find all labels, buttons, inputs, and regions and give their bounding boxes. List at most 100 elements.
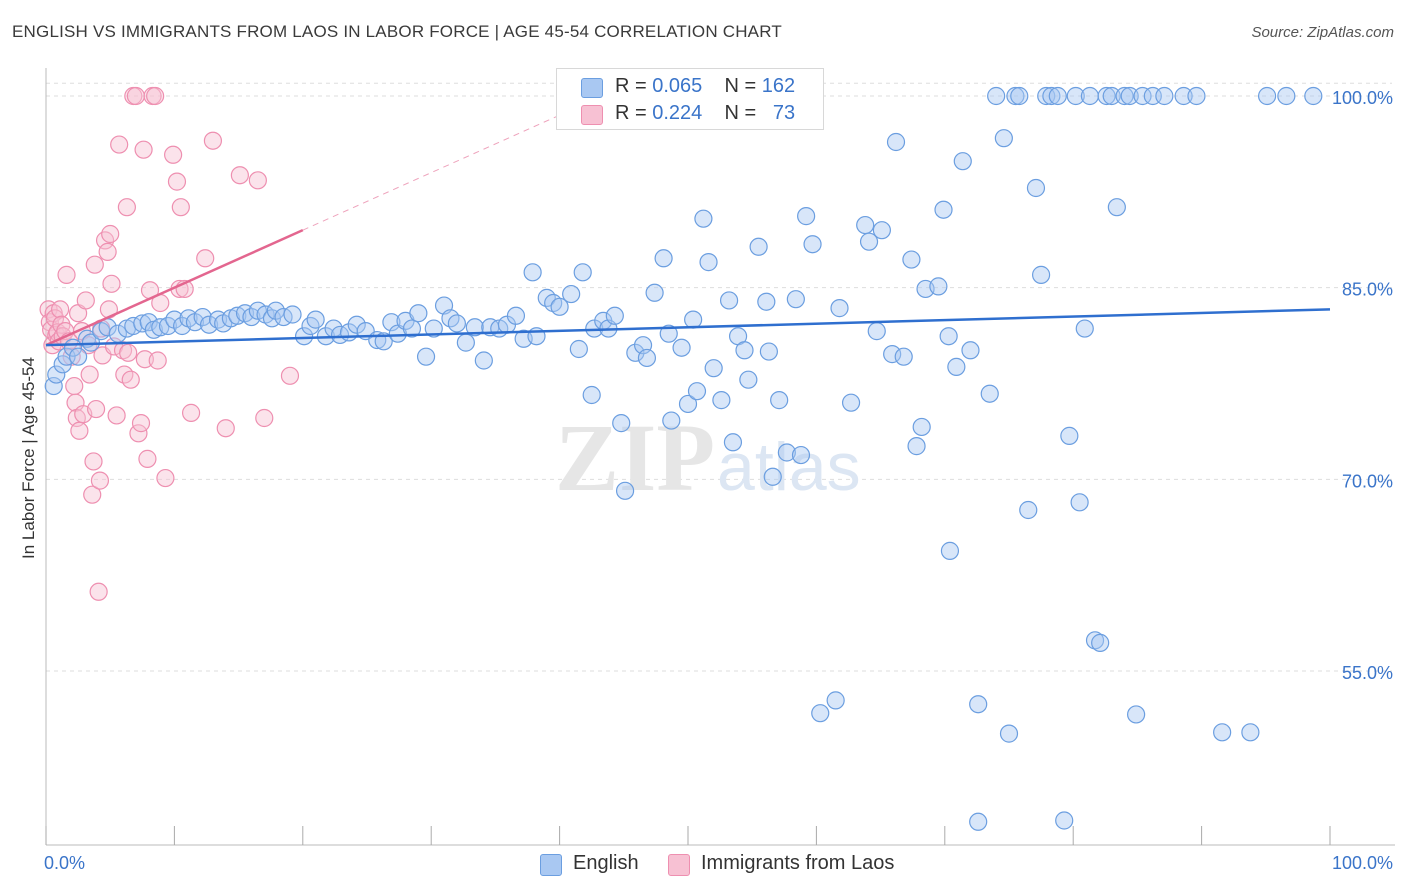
english-point xyxy=(1115,86,1134,106)
english-point xyxy=(953,152,972,171)
english-point xyxy=(1019,500,1038,520)
laos-point xyxy=(121,370,140,389)
english-point xyxy=(770,391,789,410)
english-point xyxy=(199,315,219,334)
english-point xyxy=(283,305,302,324)
english-point xyxy=(68,347,88,366)
english-point xyxy=(44,376,63,396)
y-tick-label: 70.0% xyxy=(1342,471,1393,491)
english-point xyxy=(1120,86,1139,106)
english-point xyxy=(902,250,921,269)
laos-point xyxy=(65,376,84,396)
laos-point xyxy=(196,249,215,268)
english-point xyxy=(1102,86,1121,106)
english-point xyxy=(886,132,906,152)
english-point xyxy=(969,812,988,831)
english-point xyxy=(523,263,542,282)
english-point xyxy=(786,290,805,309)
english-point xyxy=(757,292,776,311)
laos-r-label: R = xyxy=(615,102,647,124)
laos-point xyxy=(86,399,106,419)
english-r-label: R = xyxy=(615,75,647,97)
english-point xyxy=(735,341,754,360)
english-point xyxy=(1075,319,1094,338)
english-r-value: 0.065 xyxy=(652,75,703,97)
laos-point xyxy=(203,131,223,150)
english-point xyxy=(612,414,631,433)
english-swatch xyxy=(581,78,603,98)
y-axis-title: In Labor Force | Age 45-54 xyxy=(19,357,38,559)
laos-trend-extension xyxy=(302,114,560,231)
laos-point xyxy=(181,403,201,422)
english-point xyxy=(763,467,782,486)
english-point xyxy=(672,338,691,357)
english-point xyxy=(474,351,493,370)
english-point xyxy=(1085,631,1105,650)
y-tick-label: 55.0% xyxy=(1342,663,1393,683)
english-point xyxy=(573,263,592,282)
english-point xyxy=(929,277,948,296)
english-point xyxy=(1155,86,1174,106)
y-tick-label: 85.0% xyxy=(1342,280,1393,300)
english-point xyxy=(1091,633,1110,652)
english-point xyxy=(1070,493,1089,512)
english-point xyxy=(739,370,758,389)
laos-point xyxy=(90,471,110,490)
english-point xyxy=(306,310,325,329)
laos-point xyxy=(148,351,167,370)
laos-point xyxy=(248,171,267,190)
english-point xyxy=(645,283,664,302)
english-point xyxy=(626,343,645,362)
english-point xyxy=(1187,86,1206,106)
laos-r-value: 0.224 xyxy=(652,102,703,124)
english-point xyxy=(694,209,713,228)
english-point xyxy=(856,215,875,235)
english-point xyxy=(687,382,707,401)
laos-point xyxy=(131,414,151,433)
english-point xyxy=(759,342,778,361)
english-point xyxy=(699,253,718,272)
english-point xyxy=(777,443,796,462)
english-point xyxy=(424,319,443,338)
english-point xyxy=(1026,178,1046,198)
english-legend-label: English xyxy=(573,852,639,874)
english-point xyxy=(723,433,743,452)
english-point xyxy=(912,417,931,437)
english-point xyxy=(506,306,526,325)
english-trend-line xyxy=(45,308,1331,347)
english-point xyxy=(605,306,624,325)
english-point xyxy=(347,315,366,334)
laos-n-value: 73 xyxy=(772,102,796,124)
english-point xyxy=(940,541,960,560)
english-point xyxy=(1060,426,1079,445)
english-point xyxy=(1080,86,1099,106)
laos-point xyxy=(98,242,117,261)
english-point xyxy=(872,221,891,240)
english-point xyxy=(969,695,988,714)
english-point xyxy=(1055,811,1074,830)
english-point xyxy=(704,359,723,378)
english-point xyxy=(47,365,66,384)
watermark-zip: ZIP xyxy=(555,404,715,511)
laos-point xyxy=(171,198,190,217)
english-point xyxy=(151,318,170,337)
laos-point xyxy=(134,140,153,159)
english-point xyxy=(749,237,768,256)
english-point xyxy=(562,284,581,304)
laos-point xyxy=(138,449,157,468)
laos-trend-line xyxy=(45,229,304,347)
english-point xyxy=(947,357,966,376)
laos-point xyxy=(117,198,136,217)
english-point xyxy=(654,249,673,268)
english-point xyxy=(678,394,698,414)
english-point xyxy=(402,319,422,338)
english-point xyxy=(999,724,1019,743)
english-point xyxy=(712,391,731,410)
laos-point xyxy=(230,166,249,185)
laos-point xyxy=(110,135,129,154)
laos-point xyxy=(280,366,300,385)
laos-point xyxy=(89,582,108,601)
laos-legend-label: Immigrants from Laos xyxy=(701,852,895,874)
english-point xyxy=(416,347,436,366)
english-point xyxy=(961,341,980,360)
